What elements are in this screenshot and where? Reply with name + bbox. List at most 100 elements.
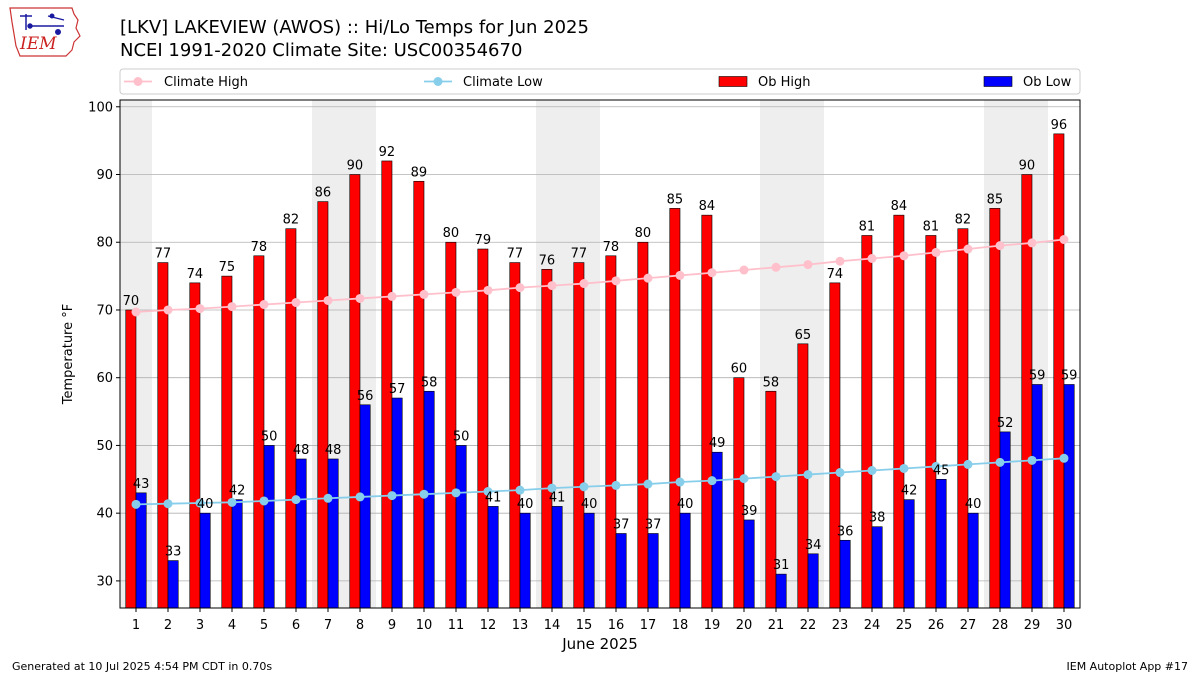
climate-high-point [771, 262, 781, 272]
x-tick-label: 16 [608, 618, 625, 633]
x-tick-label: 22 [800, 618, 817, 633]
ob-high-label: 81 [923, 219, 940, 234]
ob-low-bar [327, 458, 339, 609]
ob-low-label: 42 [901, 484, 918, 499]
ob-low-bar [679, 512, 691, 609]
ob-low-label: 52 [997, 416, 1014, 431]
y-tick-label: 70 [96, 303, 113, 318]
x-tick-label: 21 [768, 618, 785, 633]
ob-low-label: 40 [197, 497, 214, 512]
climate-high-point [611, 276, 621, 286]
ob-low-bar [935, 479, 947, 609]
ob-low-label: 41 [485, 490, 502, 505]
ob-low-bar [775, 573, 787, 609]
x-axis-label: June 2025 [561, 635, 638, 653]
ob-high-bar [989, 208, 1001, 609]
chart-subtitle: NCEI 1991-2020 Climate Site: USC00354670 [120, 40, 523, 61]
ob-high-label: 77 [155, 247, 172, 262]
ob-high-label: 84 [891, 199, 908, 214]
climate-low-point [419, 489, 429, 499]
climate-low-point [803, 470, 813, 480]
chart-title: [LKV] LAKEVIEW (AWOS) :: Hi/Lo Temps for… [120, 17, 589, 38]
ob-low-bar [519, 512, 531, 609]
ob-high-label: 79 [475, 233, 492, 248]
x-tick-label: 25 [896, 618, 913, 633]
x-tick-label: 9 [388, 618, 396, 633]
ob-low-label: 40 [965, 497, 982, 512]
y-axis-label: Temperature °F [61, 304, 76, 405]
ob-low-label: 58 [421, 375, 438, 390]
x-tick-label: 29 [1024, 618, 1041, 633]
ob-high-bar [605, 255, 617, 609]
ob-high-bar [829, 282, 841, 609]
ob-low-bar [615, 533, 627, 609]
ob-high-label: 58 [763, 375, 780, 390]
climate-low-point [323, 493, 333, 503]
ob-low-label: 59 [1029, 368, 1046, 383]
climate-high-line [135, 238, 1065, 313]
ob-low-label: 37 [645, 517, 662, 532]
x-tick-label: 23 [832, 618, 849, 633]
ob-high-bar [733, 377, 745, 609]
climate-low-point [707, 476, 717, 486]
ob-low-label: 40 [517, 497, 534, 512]
climate-low-point [643, 479, 653, 489]
x-tick-label: 8 [356, 618, 364, 633]
climate-low-point [387, 491, 397, 501]
climate-low-point [771, 472, 781, 482]
ob-high-bar [541, 269, 553, 609]
climate-high-point [835, 256, 845, 266]
ob-low-label: 34 [805, 538, 822, 553]
ob-high-label: 85 [667, 192, 684, 207]
climate-high-point [643, 273, 653, 283]
ob-low-bar [839, 539, 851, 609]
ob-low-bar [551, 506, 563, 609]
legend-climate-high-marker [133, 77, 143, 86]
climate-high-point [963, 244, 973, 254]
legend-ob-high-label: Ob High [758, 75, 811, 90]
ob-low-label: 38 [869, 511, 886, 526]
climate-low-point [739, 474, 749, 484]
app-credit: IEM Autoplot App #17 [1066, 660, 1189, 673]
ob-high-bar [509, 262, 521, 609]
x-tick-label: 1 [132, 618, 140, 633]
climate-high-point [323, 295, 333, 305]
x-tick-label: 15 [576, 618, 593, 633]
ob-low-label: 48 [293, 443, 310, 458]
x-tick-label: 28 [992, 618, 1009, 633]
x-tick-label: 27 [960, 618, 977, 633]
legend-box [119, 68, 1081, 95]
legend-ob-low-label: Ob Low [1023, 75, 1072, 90]
ob-high-label: 86 [315, 186, 332, 201]
ob-high-label: 81 [859, 219, 876, 234]
ob-high-bar [317, 201, 329, 609]
ob-high-bar [221, 275, 233, 609]
climate-high-point [355, 293, 365, 303]
ob-high-label: 76 [539, 253, 556, 268]
ob-low-bar [1031, 384, 1043, 609]
ob-low-label: 40 [677, 497, 694, 512]
climate-high-point [995, 241, 1005, 251]
climate-low-point [675, 477, 685, 487]
climate-high-point [163, 305, 173, 315]
climate-low-point [579, 482, 589, 492]
climate-low-point [259, 496, 269, 506]
bars [125, 133, 1075, 609]
x-tick-label: 18 [672, 618, 689, 633]
ob-low-label: 50 [453, 429, 470, 444]
ob-high-bar [125, 309, 137, 609]
ob-low-label: 42 [229, 484, 246, 499]
climate-high-point [483, 285, 493, 295]
climate-low-point [1027, 455, 1037, 465]
climate-high-point [291, 298, 301, 308]
ob-low-label: 41 [549, 490, 566, 505]
generated-timestamp: Generated at 10 Jul 2025 4:54 PM CDT in … [12, 660, 273, 673]
climate-high-point [259, 300, 269, 310]
ob-high-label: 96 [1051, 118, 1068, 133]
ob-high-label: 60 [731, 362, 748, 377]
climate-lines [131, 235, 1069, 509]
x-tick-label: 13 [512, 618, 529, 633]
ob-high-bar [669, 208, 681, 609]
climate-low-point [611, 480, 621, 490]
